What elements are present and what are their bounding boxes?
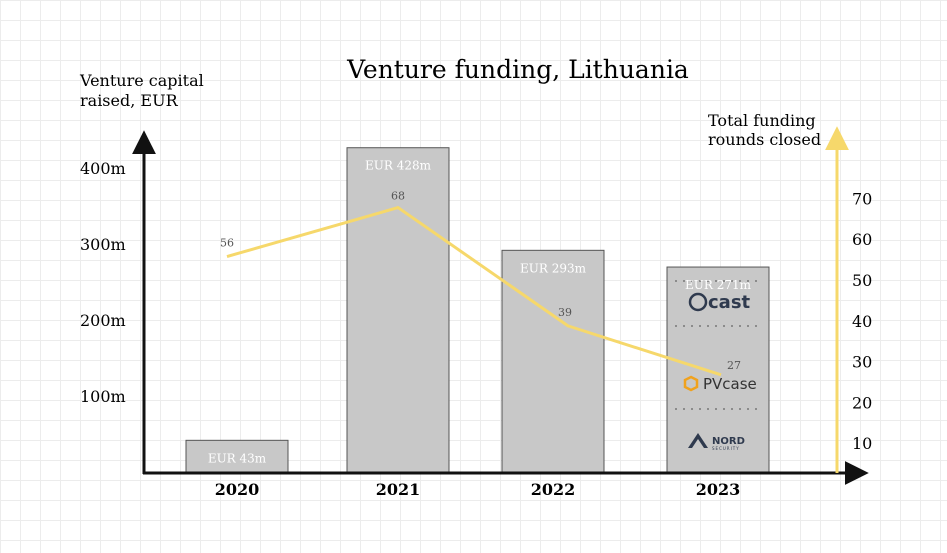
left-tick-label-100m: 100m [80,387,126,406]
pvcase-logo-mark [683,375,699,392]
category-label-2023: 2023 [696,480,741,499]
nord-logo-subtext: SECURITY [712,446,740,451]
left-tick-label-400m: 400m [80,159,126,178]
bar-2023 [666,266,770,474]
right-tick-label-60: 60 [852,230,872,249]
rounds-line-group [226,206,722,377]
right-axis-title-line-2: rounds closed [708,130,821,149]
cast-logo-text: cast [708,292,751,313]
left-axis-title-line-1: Venture capital [79,71,204,90]
left-axis-title: Venture capital raised, EUR [79,71,209,110]
labels-group: EUR 43m EUR 428m EUR 293m EUR 271m 100m 200m 3… [80,159,872,499]
right-tick-label-30: 30 [852,353,872,372]
right-tick-label-50: 50 [852,271,872,290]
bars-group [185,147,770,474]
bar-value-label-2022: EUR 293m [520,261,587,275]
axes-group [132,126,869,485]
chart-title: Venture funding, Lithuania [346,55,689,84]
pvcase-logo: PVcase [683,375,757,393]
nord-logo-text: NORD [712,436,745,447]
bar-value-label-2020: EUR 43m [208,451,267,465]
rounds-point-label-2020: 56 [220,237,234,250]
bar-2021 [346,147,450,474]
right-axis-title: Total funding rounds closed [708,111,821,149]
category-label-2020: 2020 [215,480,260,499]
right-tick-label-70: 70 [852,189,872,208]
rounds-point-label-2022: 39 [558,306,572,319]
bar-2020 [185,439,289,474]
right-axis-title-line-1: Total funding [708,111,816,130]
left-axis-title-line-2: raised, EUR [80,91,179,110]
nord-logo-mark [688,433,708,448]
left-tick-label-200m: 200m [80,311,126,330]
rounds-line [226,206,722,377]
bar-value-label-2021: EUR 428m [365,159,432,173]
bar-2022 [501,249,605,474]
category-label-2021: 2021 [376,480,421,499]
bar-value-label-2023: EUR 271m [685,278,752,292]
right-tick-label-40: 40 [852,312,872,331]
pvcase-logo-text: PVcase [703,375,757,393]
rounds-point-label-2021: 68 [391,190,405,203]
right-tick-label-20: 20 [852,393,872,412]
cast-logo: cast [688,292,751,313]
rounds-point-label-2023: 27 [727,359,741,372]
left-tick-label-300m: 300m [80,235,126,254]
cast-logo-mark [688,292,708,312]
category-label-2022: 2022 [531,480,576,499]
right-tick-label-10: 10 [852,434,872,453]
